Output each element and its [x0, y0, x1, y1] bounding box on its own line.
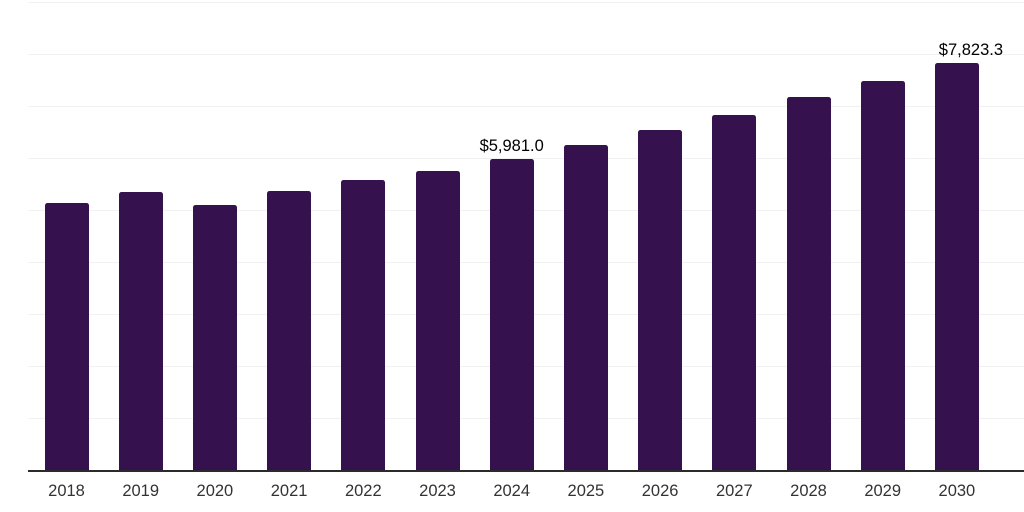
x-tick-label-2023: 2023: [419, 482, 456, 500]
bar-2029: [860, 81, 905, 470]
x-tick-label-2022: 2022: [344, 482, 382, 500]
bar-2027: [712, 115, 757, 470]
data-label-2030: $7,823.3: [938, 41, 1004, 60]
bar-2025: [563, 145, 608, 470]
x-tick-label-2029: 2029: [864, 482, 902, 500]
x-tick-label-2028: 2028: [790, 482, 827, 500]
x-tick-label-2020: 2020: [196, 482, 234, 500]
data-label-2024: $5,981.0: [479, 136, 544, 155]
bar-2022: [341, 180, 386, 470]
bar-2030: [934, 63, 979, 470]
bar-2026: [638, 130, 683, 470]
x-tick-label-2018: 2018: [48, 482, 85, 500]
bar-2021: [267, 191, 312, 470]
gridline: [28, 2, 1024, 3]
bar-2024: [489, 158, 534, 470]
x-tick-label-2030: 2030: [938, 482, 976, 500]
bar-2019: [118, 192, 163, 470]
bar-2028: [786, 97, 831, 470]
x-tick-label-2019: 2019: [122, 482, 160, 500]
x-tick-label-2025: 2025: [567, 482, 605, 500]
bar-2018: [44, 203, 89, 470]
bar-2020: [192, 204, 237, 470]
x-tick-label-2027: 2027: [715, 482, 753, 500]
x-axis-line: [28, 470, 1024, 472]
gridline: [28, 54, 1024, 55]
x-tick-label-2026: 2026: [641, 482, 679, 500]
gridline: [28, 106, 1024, 107]
x-tick-label-2024: 2024: [493, 482, 531, 500]
x-tick-label-2021: 2021: [270, 482, 308, 500]
gridline: [28, 158, 1024, 159]
bar-2023: [415, 171, 460, 470]
